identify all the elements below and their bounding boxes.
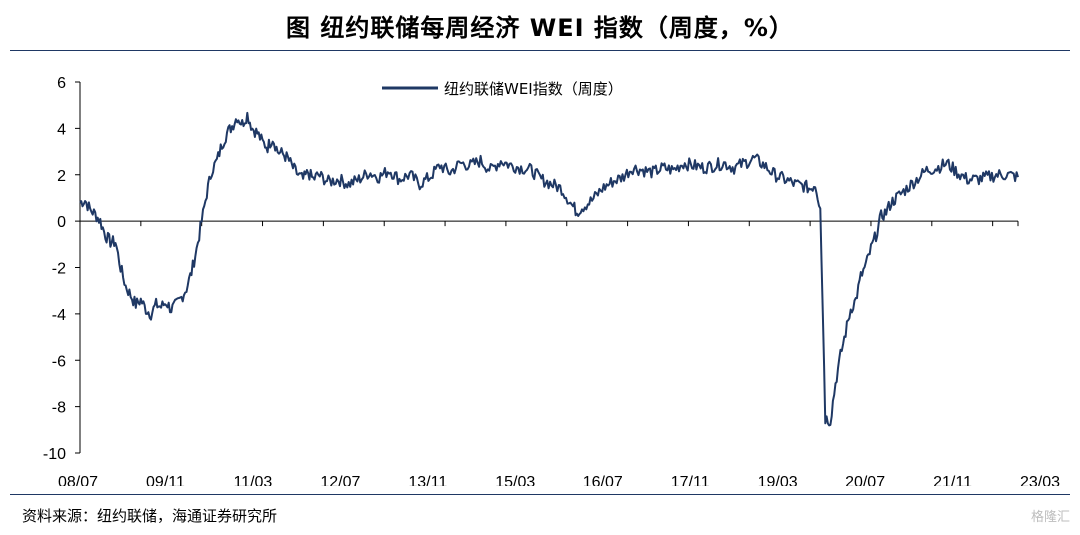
x-tick-label: 23/03 xyxy=(1020,474,1060,486)
x-tick-label: 09/11 xyxy=(146,474,185,486)
line-chart: 6 4 2 0 -2 -4 -6 -8 -10 08/07 09/11 11/03 12/07 13/1… xyxy=(43,75,1060,486)
legend: 纽约联储WEI指数（周度） xyxy=(382,80,623,98)
y-tick-label: -4 xyxy=(52,307,66,324)
legend-label: 纽约联储WEI指数（周度） xyxy=(444,80,623,98)
x-tick-label: 12/07 xyxy=(320,474,360,486)
x-tick-label: 08/07 xyxy=(58,474,98,486)
series-line xyxy=(79,111,1019,427)
source-divider xyxy=(10,494,1070,495)
y-tick-label: -6 xyxy=(52,353,66,370)
x-tick-label: 15/03 xyxy=(495,474,535,486)
x-tick-label: 16/07 xyxy=(583,474,623,486)
x-tick-label: 19/03 xyxy=(758,474,798,486)
title-divider xyxy=(10,50,1070,51)
x-tick-label: 17/11 xyxy=(671,474,710,486)
y-tick-label: 0 xyxy=(57,214,66,231)
y-tick-label: -8 xyxy=(52,400,66,417)
x-axis: 08/07 09/11 11/03 12/07 13/11 15/03 16/07 17/11… xyxy=(58,220,1060,486)
x-tick-label: 21/11 xyxy=(933,474,972,486)
y-tick-label: 2 xyxy=(57,168,66,185)
x-tick-label: 13/11 xyxy=(408,474,447,486)
series-layer xyxy=(79,111,1019,427)
y-tick-label: 4 xyxy=(57,121,66,138)
y-tick-label: -10 xyxy=(43,446,66,463)
chart-title: 图 纽约联储每周经济 WEI 指数（周度，%） xyxy=(286,14,794,42)
title-bar: 图 纽约联储每周经济 WEI 指数（周度，%） xyxy=(0,0,1080,48)
x-tick-label: 20/07 xyxy=(845,474,885,486)
y-tick-label: 6 xyxy=(57,75,66,92)
source-note: 资料来源：纽约联储，海通证券研究所 xyxy=(22,507,278,525)
watermark: 格隆汇 xyxy=(1030,510,1070,525)
y-tick-label: -2 xyxy=(52,261,66,278)
y-axis: 6 4 2 0 -2 -4 -6 -8 -10 xyxy=(43,75,81,463)
x-tick-label: 11/03 xyxy=(233,474,272,486)
